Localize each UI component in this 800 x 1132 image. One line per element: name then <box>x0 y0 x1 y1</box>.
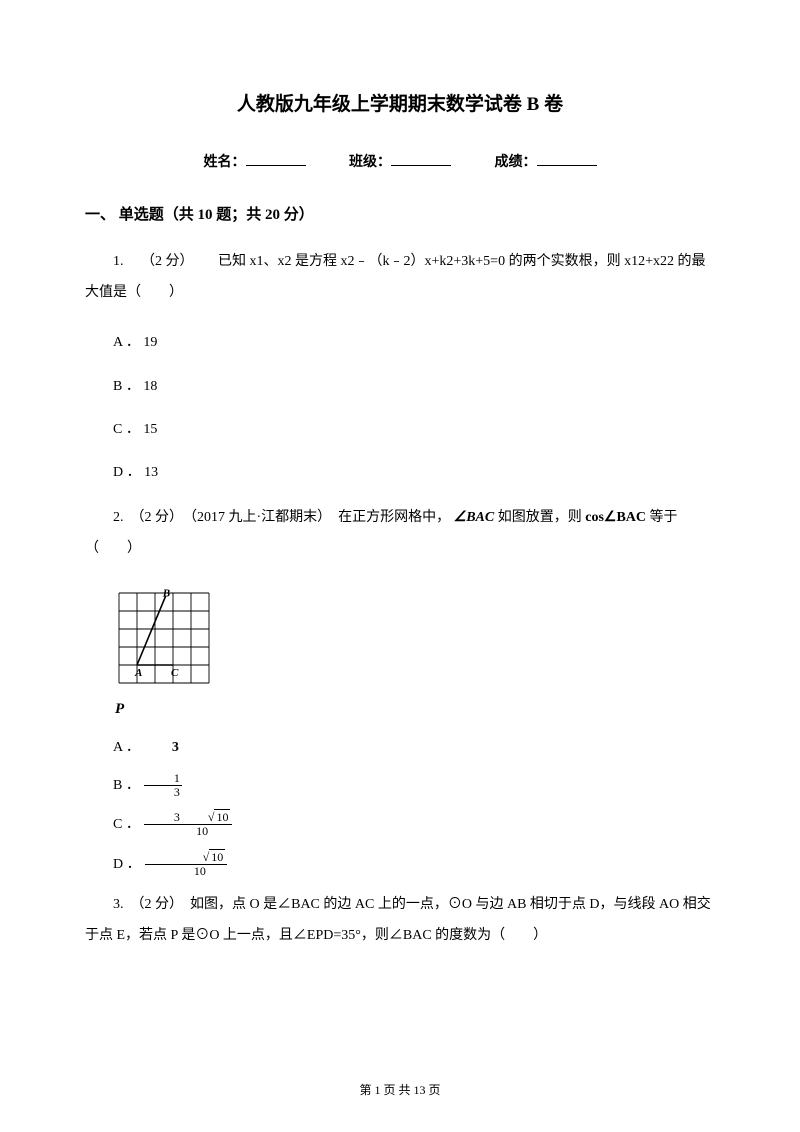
question-1: 1. （2 分） 已知 x1、x2 是方程 x2﹣（k﹣2）x+k2+3k+5=… <box>85 247 715 309</box>
q2-a-value: 3 <box>144 735 179 760</box>
svg-text:C: C <box>171 667 179 679</box>
q1-option-d: D ． 13 <box>85 460 715 485</box>
q1-option-a: A ． 19 <box>85 330 715 355</box>
score-label: 成绩： <box>495 155 537 170</box>
q2-option-a: A ． 3 <box>85 735 715 760</box>
score-blank <box>537 150 597 166</box>
q2-mid: 如图放置，则 <box>498 510 586 525</box>
class-blank <box>391 150 451 166</box>
question-2: 2. （2 分） （2017 九上·江都期末） 在正方形网格中， ∠BAC 如图… <box>85 503 715 565</box>
angle-bac: ∠BAC <box>454 510 495 525</box>
svg-text:A: A <box>134 667 142 679</box>
q2-option-d: D ． 10 10 <box>85 851 715 878</box>
p-label: P <box>115 697 715 721</box>
page-footer: 第 1 页 共 13 页 <box>0 1081 800 1100</box>
question-3: 3. （2 分） 如图，点 O 是∠BAC 的边 AC 上的一点，⊙O 与边 A… <box>85 890 715 952</box>
svg-text:B: B <box>162 587 170 599</box>
fraction-sqrt10-10: 10 10 <box>145 851 228 878</box>
q2-option-b: B ． 13 <box>85 772 715 799</box>
name-label: 姓名： <box>204 155 246 170</box>
cos-angle-bac: cos∠BAC <box>585 510 646 525</box>
fraction-1-3: 13 <box>144 772 182 799</box>
q2-prefix: 2. （2 分） （2017 九上·江都期末） 在正方形网格中， <box>113 510 450 525</box>
fraction-3sqrt10-10: 310 10 <box>144 811 233 838</box>
q1-option-c: C ． 15 <box>85 417 715 442</box>
student-info: 姓名： 班级： 成绩： <box>85 150 715 174</box>
q1-option-b: B ． 18 <box>85 374 715 399</box>
page-title: 人教版九年级上学期期末数学试卷 B 卷 <box>85 90 715 120</box>
q2-option-c: C ． 310 10 <box>85 811 715 838</box>
name-blank <box>246 150 306 166</box>
class-label: 班级： <box>349 155 391 170</box>
section-title: 一、 单选题（共 10 题；共 20 分） <box>85 203 715 227</box>
grid-figure: A B C <box>113 587 715 693</box>
